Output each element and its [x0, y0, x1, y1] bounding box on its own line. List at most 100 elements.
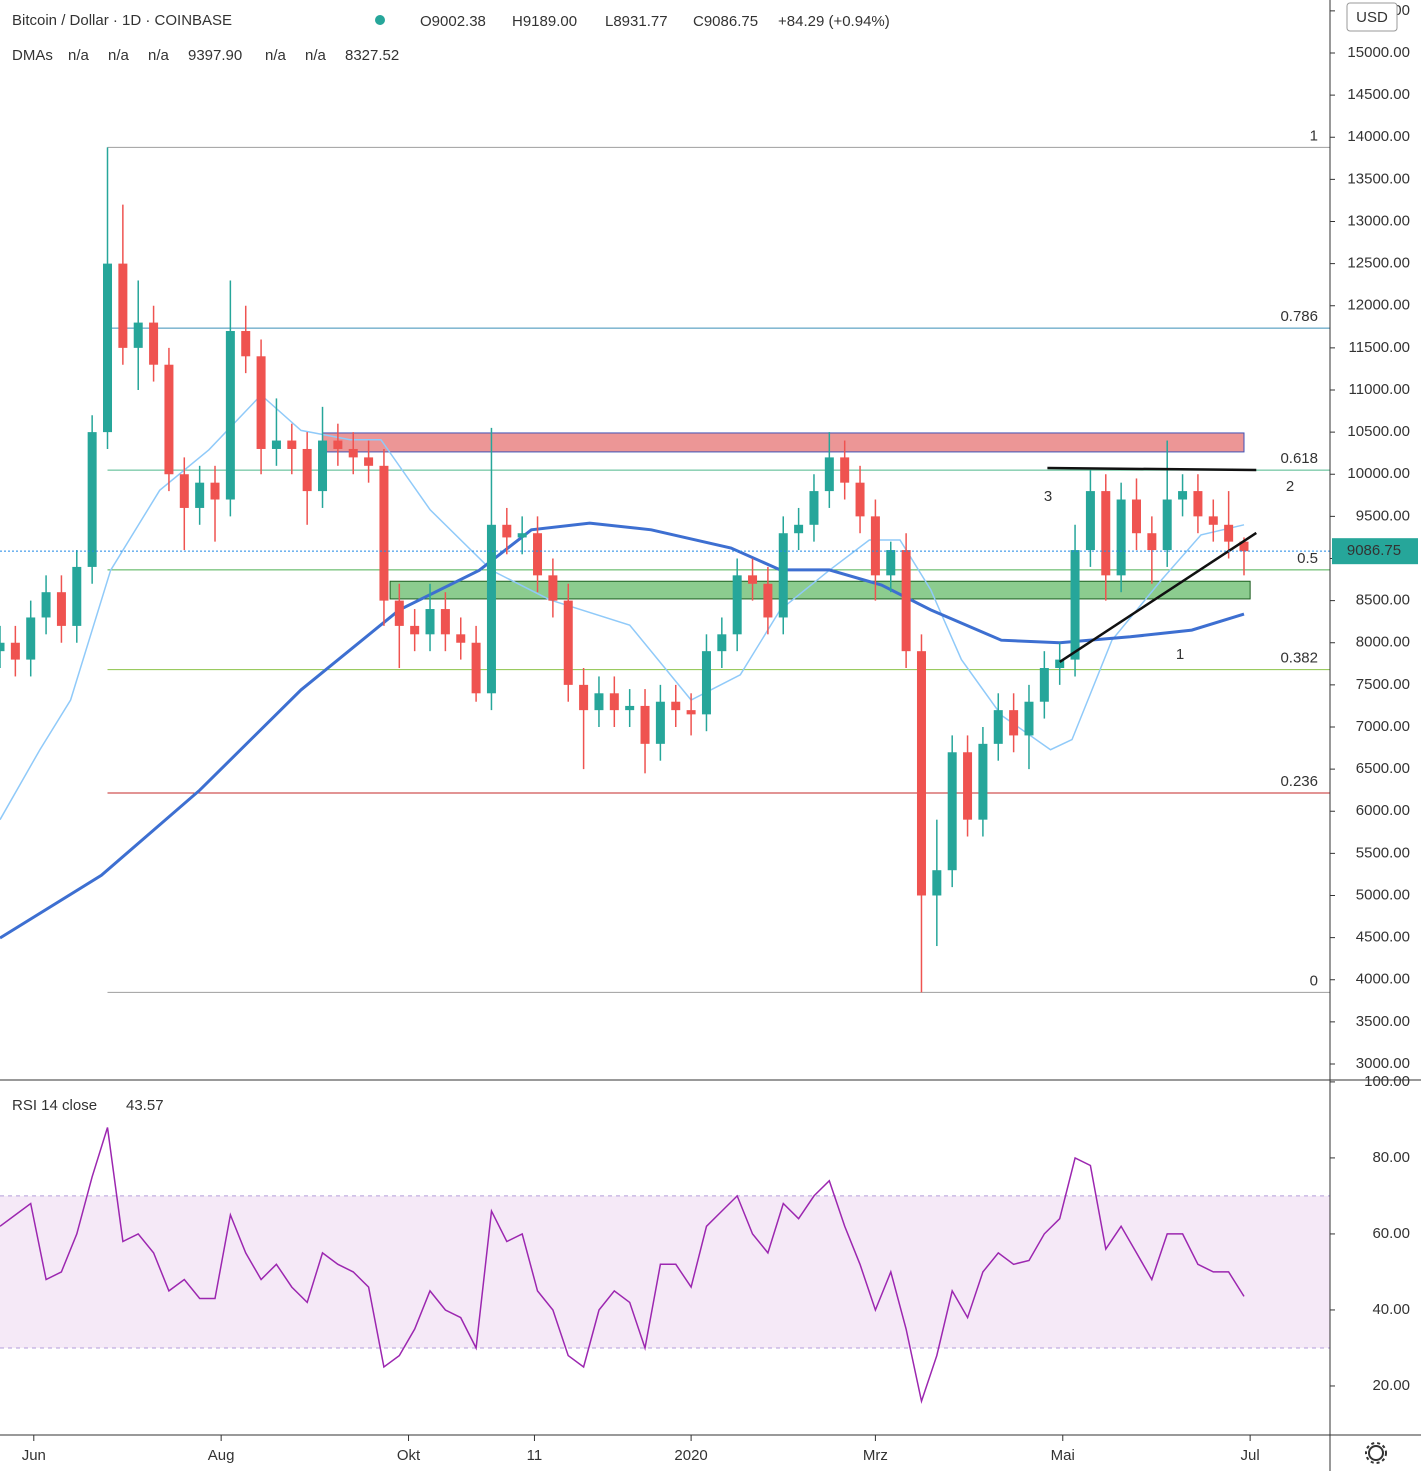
x-tick-label: Mrz — [863, 1447, 888, 1464]
candle-body — [456, 634, 466, 643]
rsi-tick-label: 20.00 — [1372, 1377, 1410, 1394]
candle-body — [579, 684, 589, 711]
candle-body — [87, 432, 97, 567]
dma-value: n/a — [68, 47, 90, 64]
y-tick-label: 12500.00 — [1347, 255, 1410, 272]
candle-body — [1055, 659, 1065, 669]
candle-body — [41, 592, 51, 618]
y-tick-label: 7500.00 — [1356, 676, 1410, 693]
dma-value: 9397.90 — [188, 47, 242, 64]
candle-body — [410, 625, 420, 635]
candle-body — [241, 331, 251, 357]
y-tick-label: 14500.00 — [1347, 86, 1410, 103]
candle-body — [748, 575, 758, 584]
dma-value: n/a — [265, 47, 287, 64]
candle-body — [26, 617, 36, 660]
y-tick-label: 15000.00 — [1347, 44, 1410, 61]
candle-body — [210, 482, 220, 500]
x-tick-label: 2020 — [674, 1447, 707, 1464]
candle-body — [625, 705, 635, 711]
y-tick-label: 12000.00 — [1347, 297, 1410, 314]
annotation: 2 — [1286, 478, 1294, 495]
candle-body — [1162, 499, 1172, 551]
ohlc-value: L8931.77 — [605, 13, 668, 30]
candle-body — [302, 448, 312, 492]
dma-label: DMAs — [12, 47, 53, 64]
candle-body — [916, 651, 926, 896]
ohlc-value: C9086.75 — [693, 13, 758, 30]
candle-body — [855, 482, 865, 517]
candle-body — [72, 566, 82, 626]
settings-icon[interactable] — [1365, 1442, 1387, 1464]
candle-body — [394, 600, 404, 626]
rsi-tick-label: 40.00 — [1372, 1301, 1410, 1318]
candle-body — [1101, 491, 1111, 576]
rsi-label: RSI 14 close — [12, 1097, 97, 1114]
rsi-tick-label: 100.00 — [1364, 1073, 1410, 1090]
fib-label: 0.5 — [1297, 550, 1318, 567]
rsi-tick-label: 80.00 — [1372, 1149, 1410, 1166]
currency: USD — [1356, 9, 1388, 26]
y-tick-label: 9500.00 — [1356, 507, 1410, 524]
y-tick-label: 14000.00 — [1347, 128, 1410, 145]
y-tick-label: 11500.00 — [1349, 339, 1410, 356]
candle-body — [133, 322, 143, 348]
fib-label: 0.618 — [1280, 450, 1318, 467]
fib-label: 0.382 — [1280, 650, 1318, 667]
candle-body — [563, 600, 573, 685]
currency-box[interactable] — [1346, 2, 1398, 32]
candle-body — [1024, 701, 1034, 736]
title: Bitcoin / Dollar · 1D · COINBASE — [12, 12, 232, 29]
candle-body — [809, 491, 819, 525]
y-tick-label: 6500.00 — [1356, 760, 1410, 777]
fib-label: 0 — [1310, 972, 1318, 989]
x-tick-label: Okt — [397, 1447, 421, 1464]
y-tick-label: 4500.00 — [1356, 929, 1410, 946]
y-tick-label: 8500.00 — [1356, 592, 1410, 609]
rsi-line — [0, 1127, 1245, 1405]
trendline — [1059, 531, 1257, 663]
y-tick-label: 6000.00 — [1356, 802, 1410, 819]
last-price-box — [1332, 538, 1418, 565]
dma-value: n/a — [148, 47, 170, 64]
candle-body — [348, 448, 358, 458]
candle-body — [932, 870, 942, 896]
candle-body — [1208, 516, 1218, 525]
candle-body — [686, 710, 696, 715]
fib-label: 0.786 — [1280, 308, 1318, 325]
candle-body — [56, 592, 66, 626]
ohlc-value: +84.29 (+0.94%) — [778, 13, 890, 30]
candle-body — [840, 457, 850, 483]
x-tick-label: Mai — [1051, 1447, 1075, 1464]
y-tick-label: 13500.00 — [1347, 170, 1410, 187]
candle-body — [471, 642, 481, 694]
header-bg — [5, 5, 925, 67]
last-price-label: 9086.75 — [1347, 542, 1401, 559]
candle-body — [318, 440, 328, 492]
y-tick-label: 3000.00 — [1356, 1055, 1410, 1072]
candle-body — [533, 533, 543, 576]
candle-body — [103, 263, 113, 433]
x-tick-label: Jul — [1241, 1447, 1260, 1464]
fib-label: 0.236 — [1280, 773, 1318, 790]
candle-body — [1116, 499, 1126, 576]
rsi-tick-label: 60.00 — [1372, 1225, 1410, 1242]
candle-body — [149, 322, 159, 365]
annotation: 1 — [1176, 646, 1184, 663]
candle-body — [640, 705, 650, 744]
candle-body — [671, 701, 681, 711]
candle-body — [901, 550, 911, 652]
candle-body — [225, 331, 235, 500]
candle-body — [118, 263, 128, 348]
candle-body — [609, 693, 619, 711]
candle-body — [993, 710, 1003, 744]
zone — [322, 432, 1245, 453]
y-tick-label: 10000.00 — [1347, 465, 1410, 482]
status-dot — [375, 15, 385, 25]
candle-body — [717, 634, 727, 652]
candle-body — [701, 651, 711, 715]
y-tick-label: 5500.00 — [1356, 844, 1410, 861]
